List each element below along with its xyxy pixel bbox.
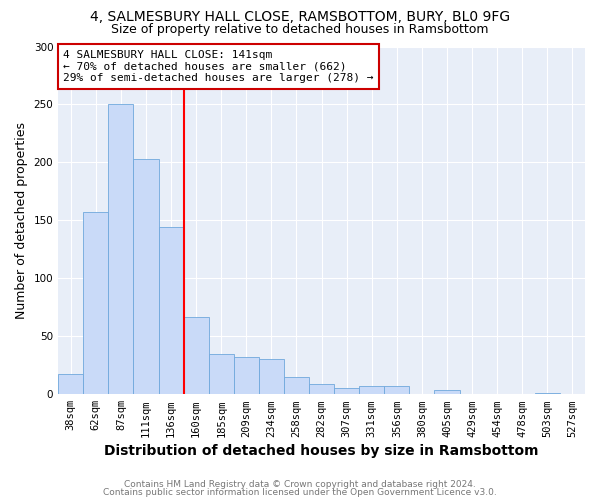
Bar [434,390,460,394]
Bar [158,228,184,394]
Y-axis label: Number of detached properties: Number of detached properties [15,122,28,319]
Bar [184,316,209,394]
Text: Contains public sector information licensed under the Open Government Licence v3: Contains public sector information licen… [103,488,497,497]
Bar [259,360,284,394]
Bar [284,377,309,394]
Text: 4, SALMESBURY HALL CLOSE, RAMSBOTTOM, BURY, BL0 9FG: 4, SALMESBURY HALL CLOSE, RAMSBOTTOM, BU… [90,10,510,24]
Bar [58,374,83,394]
Bar [234,357,259,394]
Bar [334,388,359,394]
Bar [109,104,133,394]
Text: Contains HM Land Registry data © Crown copyright and database right 2024.: Contains HM Land Registry data © Crown c… [124,480,476,489]
Bar [385,386,409,394]
Bar [83,212,109,394]
Bar [209,354,234,394]
Text: Size of property relative to detached houses in Ramsbottom: Size of property relative to detached ho… [111,22,489,36]
Bar [133,159,158,394]
Bar [309,384,334,394]
Bar [359,386,385,394]
Bar [535,393,560,394]
Text: 4 SALMESBURY HALL CLOSE: 141sqm
← 70% of detached houses are smaller (662)
29% o: 4 SALMESBURY HALL CLOSE: 141sqm ← 70% of… [64,50,374,83]
X-axis label: Distribution of detached houses by size in Ramsbottom: Distribution of detached houses by size … [104,444,539,458]
